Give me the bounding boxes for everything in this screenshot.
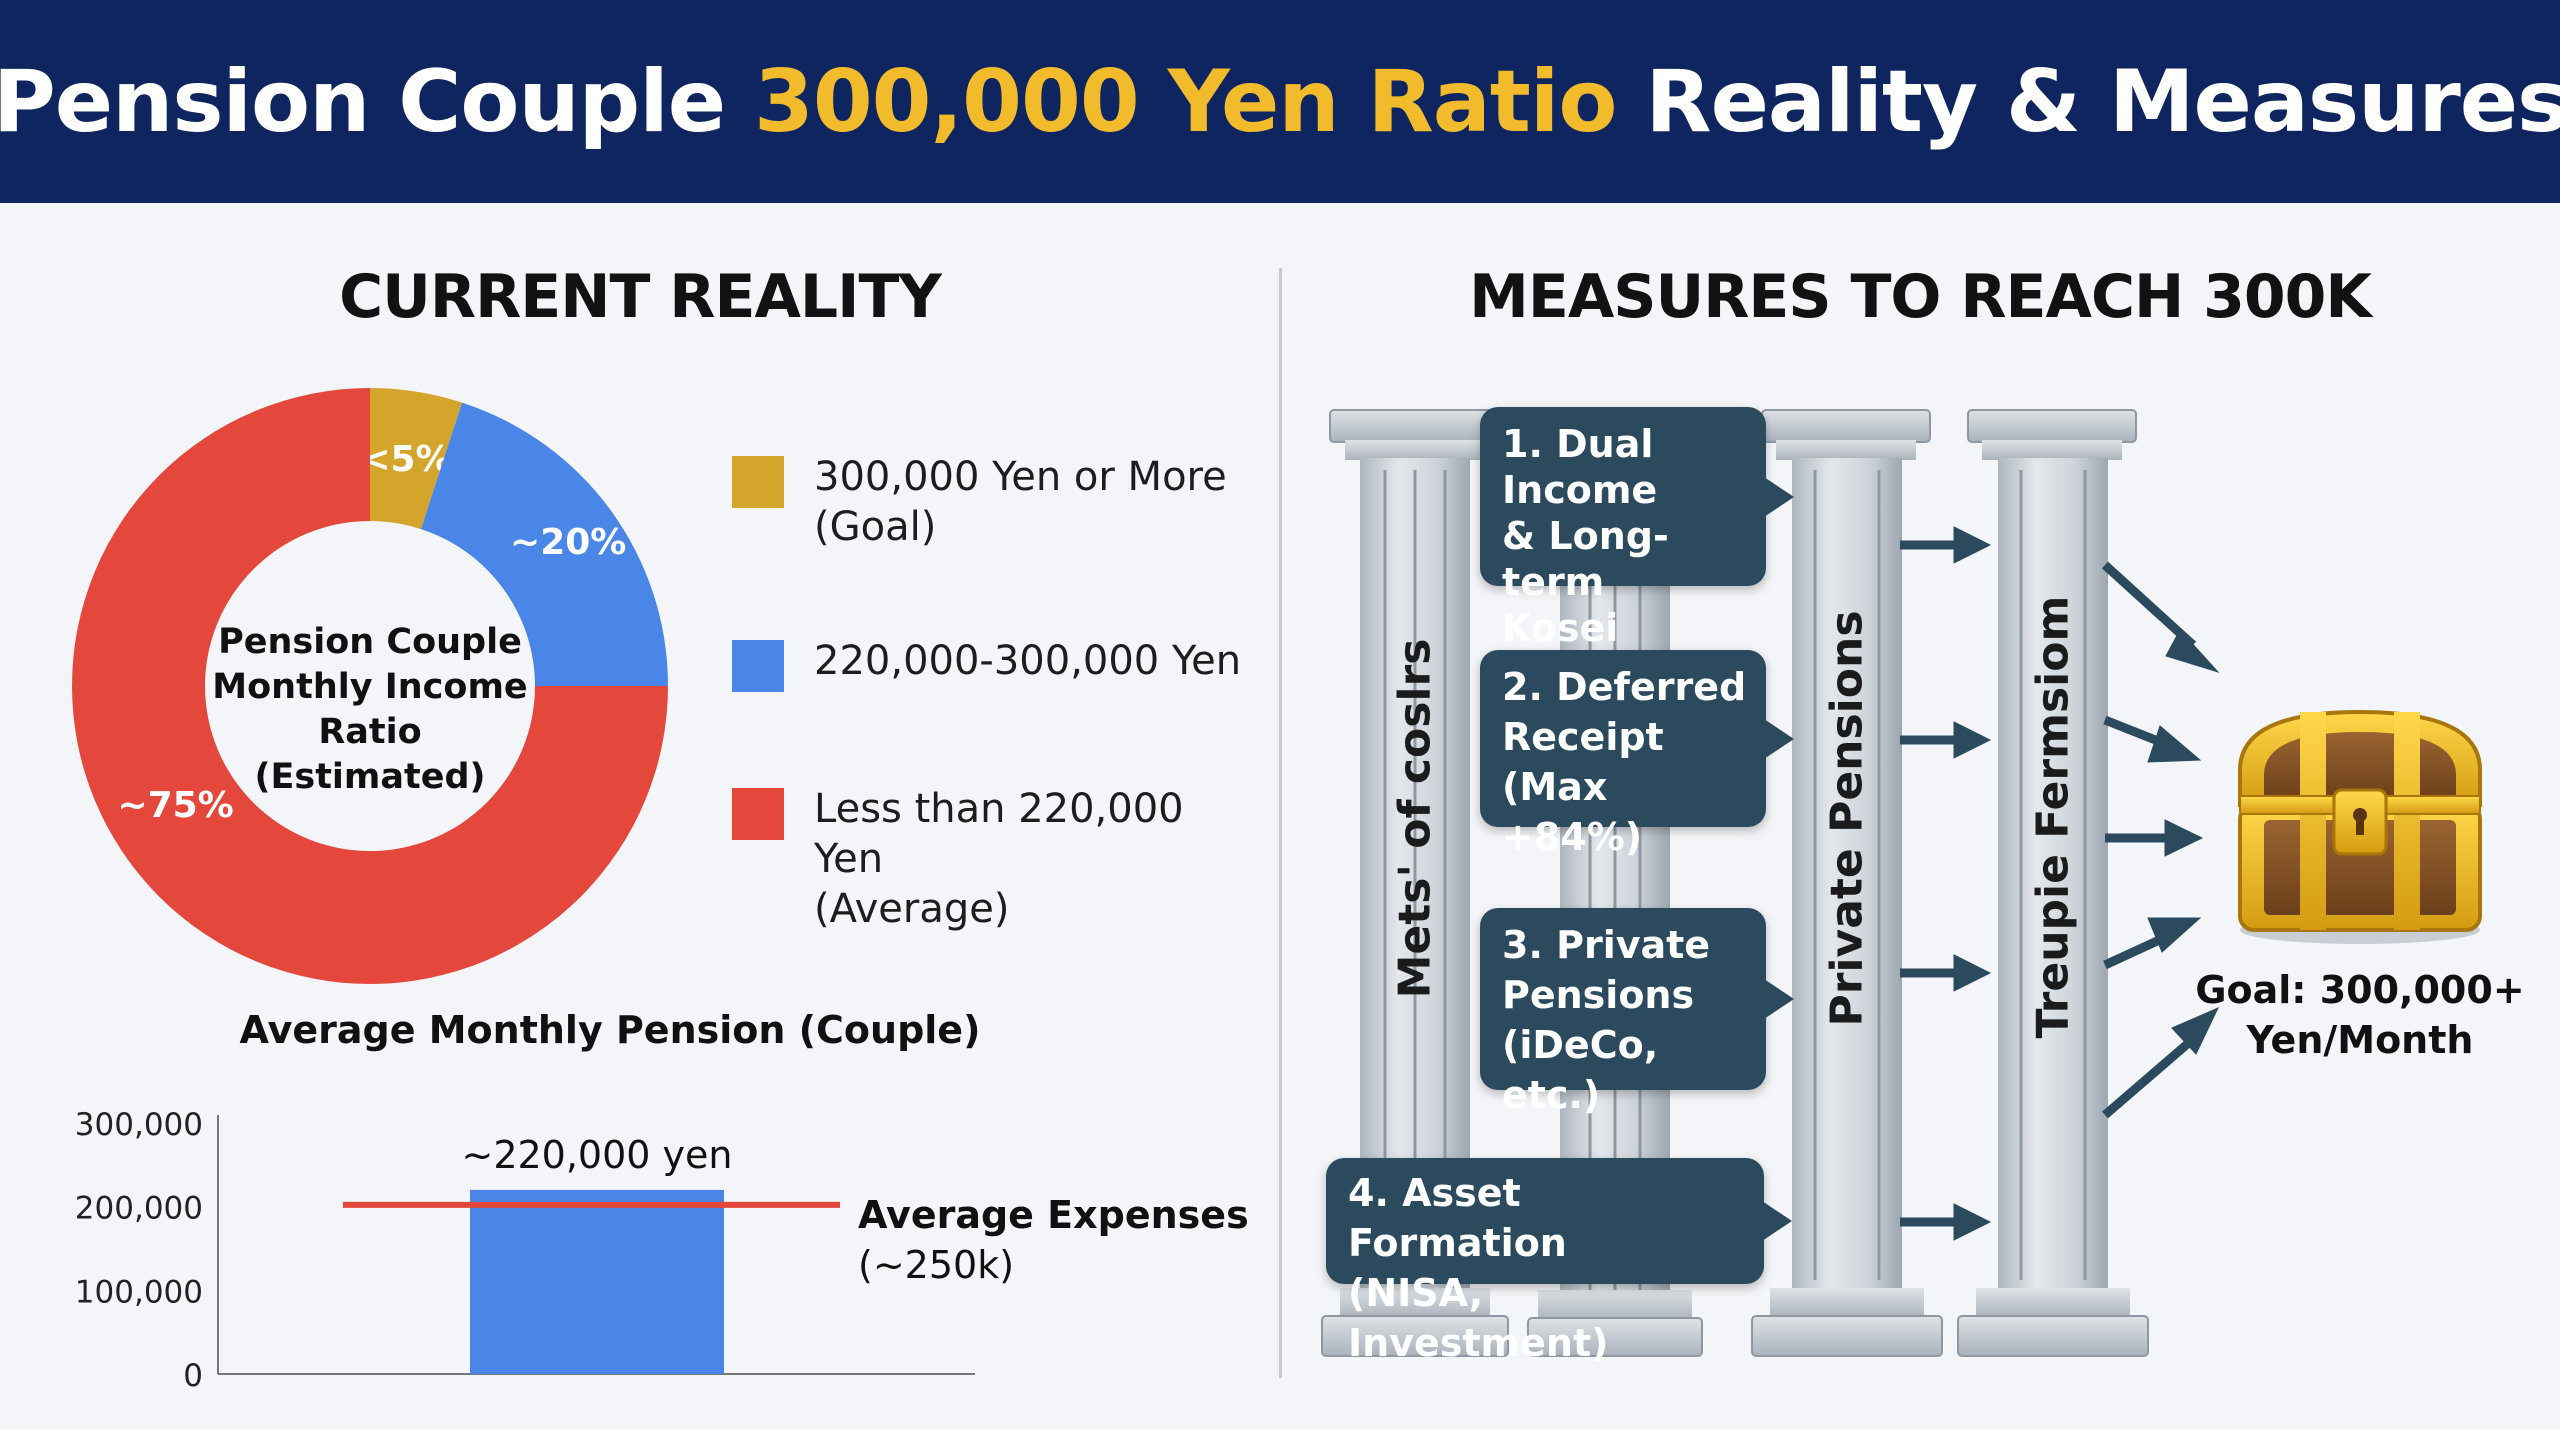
pillar-label-2: Private Pensions [1821,610,1873,1027]
legend-label-middle: 220,000-300,000 Yen [814,636,1264,686]
arrows-between-pillars [1900,526,1992,1241]
callout-2-line-1: 2. Deferred [1502,665,1747,709]
donut-label-goal: <5% [360,439,451,480]
legend-swatch-gold [732,456,784,508]
goal-line-1: Goal: 300,000+ [2195,968,2525,1012]
legend-middle-line-1: 220,000-300,000 Yen [814,638,1242,684]
callout-4-line-1: 4. Asset Formation [1348,1171,1567,1265]
title-highlight: 300,000 Yen Ratio [753,51,1617,152]
pillar-label-3: Treupie Fermsiom [2027,595,2079,1039]
callout-4-line-2: (NISA, Investment) [1348,1271,1609,1365]
callout-1-line-2: & Long-term [1502,514,1669,604]
bar-data-label: ~220,000 yen [461,1133,732,1177]
legend-item-goal: 300,000 Yen or More (Goal) [732,452,1264,552]
pillar-3 [1957,409,2149,1357]
expenses-label: Average Expenses (~250k) [858,1190,1249,1290]
pillar-2 [1751,409,1943,1357]
donut-center-line-3: Ratio (Estimated) [254,712,486,797]
legend-item-average: Less than 220,000 Yen (Average) [732,784,1264,934]
y-tick-label: 300,000 [75,1107,203,1143]
legend-average-line-2: (Average) [814,886,1010,932]
callout-2-line-3: (Max +84%) [1502,765,1643,859]
goal-line-2: Yen/Month [2246,1018,2474,1062]
callout-dual-income: 1. Dual Income & Long-term Kosei Nenkin [1480,407,1794,696]
legend-goal-line-1: 300,000 Yen or More [814,454,1227,500]
arrows-to-goal [2101,561,2220,1119]
page-title: Pension Couple 300,000 Yen Ratio Reality… [0,52,2560,152]
donut-center-line-1: Pension Couple [218,622,522,662]
bar-average-pension [470,1189,724,1374]
legend-swatch-red [732,788,784,840]
legend-swatch-blue [732,640,784,692]
donut-center-label: Pension Couple Monthly Income Ratio (Est… [200,620,540,800]
legend-item-middle: 220,000-300,000 Yen [732,636,1264,692]
donut-slice-middle [420,402,668,686]
measures-title: MEASURES TO REACH 300K [1469,262,2372,332]
callout-1-line-1: 1. Dual Income [1502,422,1658,512]
goal-label: Goal: 300,000+ Yen/Month [2180,965,2540,1065]
expenses-label-title: Average Expenses [858,1193,1249,1237]
title-part-1: Pension Couple [0,51,754,152]
donut-center-line-2: Monthly Income [212,667,528,707]
legend-average-line-1: Less than 220,000 Yen [814,786,1184,882]
callout-3-line-2: Pensions [1502,973,1695,1017]
callout-3-line-3: (iDeCo, etc.) [1502,1023,1659,1117]
title-part-2: Reality & Measures [1616,51,2560,152]
treasure-chest-icon [2238,709,2482,944]
pillar-label-1: Mets' of coslrs [1389,638,1441,999]
y-tick-label: 100,000 [75,1274,203,1310]
legend-label-goal: 300,000 Yen or More (Goal) [814,452,1264,552]
header-banner: Pension Couple 300,000 Yen Ratio Reality… [0,0,2560,203]
callout-asset-formation: 4. Asset Formation (NISA, Investment) [1326,1158,1792,1365]
pillar-1 [1321,409,1509,1357]
donut-label-average: ~75% [117,785,233,826]
legend-goal-line-2: (Goal) [814,504,937,550]
callout-3-line-1: 3. Private [1502,923,1711,967]
donut-label-middle: ~20% [510,522,626,563]
callout-deferred-receipt: 2. Deferred Receipt (Max +84%) [1480,650,1794,859]
donut-slice-goal [370,388,463,530]
legend-label-average: Less than 220,000 Yen (Average) [814,784,1264,934]
callout-2-line-2: Receipt [1502,715,1664,759]
bar-chart-title: Average Monthly Pension (Couple) [239,1008,981,1052]
section-divider [1279,268,1282,1378]
callout-private-pensions: 3. Private Pensions (iDeCo, etc.) [1480,908,1794,1117]
expenses-label-value: (~250k) [858,1243,1015,1287]
y-tick-label: 200,000 [75,1191,203,1227]
donut-slice-average [72,388,668,984]
current-reality-title: CURRENT REALITY [339,262,942,332]
y-tick-label: 0 [183,1358,203,1394]
